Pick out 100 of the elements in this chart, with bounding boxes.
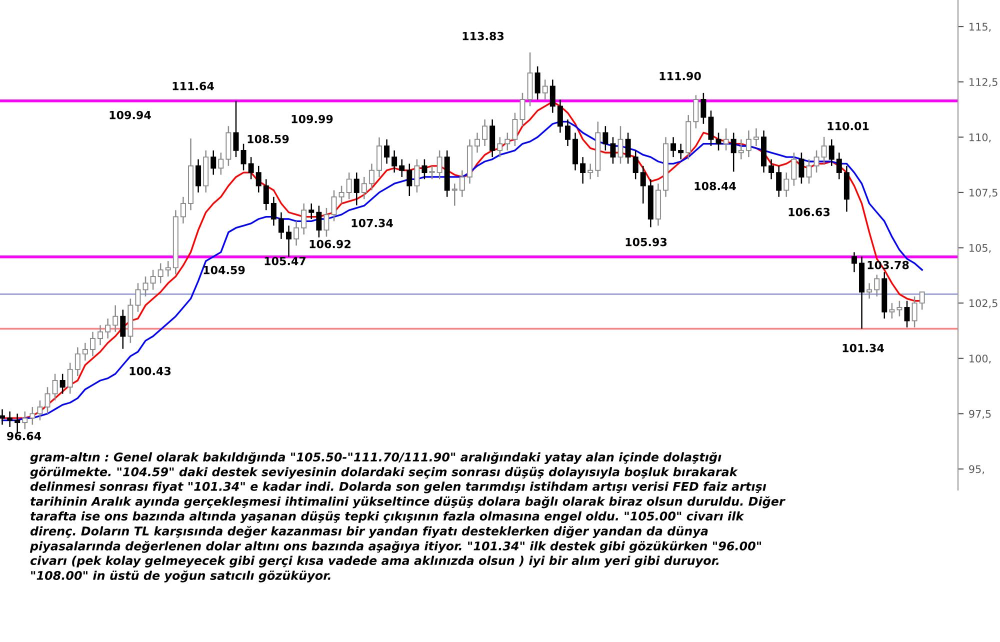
candlestick bbox=[550, 79, 556, 114]
candlestick bbox=[406, 163, 412, 197]
candlestick bbox=[557, 98, 563, 134]
annotation: 109.99 bbox=[292, 114, 333, 124]
annotation: 96.64 bbox=[7, 432, 42, 440]
candlestick bbox=[474, 132, 480, 154]
candlestick bbox=[912, 296, 918, 328]
y-tick-label: 100, bbox=[970, 354, 991, 364]
candlestick bbox=[361, 176, 367, 200]
candlestick bbox=[730, 132, 736, 172]
candlestick bbox=[105, 318, 111, 340]
candlestick bbox=[368, 163, 374, 191]
candlestick bbox=[625, 132, 631, 164]
annotation: 100.43 bbox=[130, 366, 171, 376]
annotation: 108.44 bbox=[694, 182, 736, 190]
candlestick bbox=[286, 225, 292, 258]
candlestick bbox=[896, 300, 902, 317]
candlestick bbox=[158, 262, 164, 284]
candlestick bbox=[436, 150, 442, 180]
candlestick bbox=[693, 94, 699, 129]
annotation: 106.63 bbox=[788, 208, 830, 216]
candlestick bbox=[874, 274, 880, 298]
candlestick bbox=[534, 66, 540, 100]
annotation: 109.94 bbox=[110, 110, 151, 120]
candlestick bbox=[248, 156, 254, 180]
candlestick bbox=[700, 92, 706, 125]
candlestick bbox=[338, 185, 344, 204]
candlestick bbox=[716, 132, 722, 152]
candlestick bbox=[392, 150, 398, 174]
candlestick bbox=[7, 410, 13, 428]
candlestick bbox=[150, 269, 156, 290]
candlestick bbox=[482, 118, 488, 147]
candlestick bbox=[67, 362, 73, 394]
candlestick bbox=[44, 386, 50, 414]
candlestick bbox=[74, 346, 80, 377]
candlestick bbox=[784, 172, 790, 198]
candlestick bbox=[618, 125, 624, 164]
candlestick bbox=[919, 291, 925, 310]
candlestick bbox=[316, 205, 322, 238]
candlestick bbox=[112, 304, 118, 332]
candlestick bbox=[210, 150, 216, 176]
candlestick bbox=[678, 143, 684, 160]
candlestick bbox=[331, 190, 337, 222]
candlestick bbox=[240, 143, 246, 171]
candlestick bbox=[632, 150, 638, 180]
candlestick bbox=[452, 182, 458, 206]
candlestick bbox=[580, 156, 586, 184]
y-tick-label: 112,5 bbox=[970, 78, 998, 88]
candlestick bbox=[828, 138, 834, 167]
candlestick bbox=[640, 165, 646, 204]
y-tick-label: 107,5 bbox=[970, 188, 998, 198]
candlestick bbox=[308, 202, 314, 220]
candlestick bbox=[791, 152, 797, 186]
annotation: 101.34 bbox=[842, 344, 884, 352]
candlestick bbox=[301, 202, 307, 236]
candlestick bbox=[384, 138, 390, 164]
candlestick bbox=[520, 92, 526, 127]
candlestick bbox=[851, 252, 857, 273]
candlestick bbox=[294, 220, 300, 246]
y-tick-label: 102,5 bbox=[970, 299, 998, 308]
y-tick-label: 115, bbox=[970, 22, 991, 32]
candlestick bbox=[37, 400, 43, 421]
annotation: 108.59 bbox=[248, 134, 289, 144]
annotation: 111.64 bbox=[172, 82, 214, 90]
candlestick bbox=[723, 128, 729, 152]
candlestick bbox=[14, 413, 20, 434]
candlestick bbox=[278, 212, 284, 240]
candlestick bbox=[889, 302, 895, 320]
y-tick-label: 95, bbox=[969, 465, 984, 474]
candlestick bbox=[504, 132, 510, 152]
candlestick bbox=[82, 342, 88, 362]
candlestick bbox=[263, 178, 269, 211]
candlestick bbox=[866, 282, 872, 300]
candlestick bbox=[753, 128, 759, 147]
y-tick-label: 110, bbox=[970, 133, 991, 142]
candlestick bbox=[768, 158, 774, 180]
candlestick bbox=[0, 408, 6, 426]
candlestick bbox=[354, 172, 360, 206]
candlestick bbox=[708, 110, 714, 147]
candlestick bbox=[738, 138, 744, 160]
candlestick bbox=[602, 125, 608, 152]
candlestick bbox=[459, 170, 465, 198]
annotation: 107.34 bbox=[352, 218, 393, 228]
candlestick bbox=[233, 100, 239, 158]
candlestick bbox=[165, 260, 171, 278]
candlestick bbox=[806, 158, 812, 184]
y-tick-label: 97,5 bbox=[969, 410, 991, 419]
candlestick bbox=[564, 118, 570, 147]
candlestick bbox=[746, 130, 752, 158]
candlestick bbox=[256, 165, 262, 194]
annotation: 111.90 bbox=[660, 72, 701, 80]
candlestick bbox=[52, 373, 58, 402]
candlestick bbox=[429, 165, 435, 180]
candlestick bbox=[512, 112, 518, 147]
candlestick bbox=[98, 324, 104, 346]
candlestick bbox=[120, 309, 126, 350]
candlestick bbox=[135, 282, 141, 313]
candlestick bbox=[196, 158, 202, 194]
candlestick bbox=[60, 373, 66, 394]
candlestick bbox=[776, 165, 782, 198]
